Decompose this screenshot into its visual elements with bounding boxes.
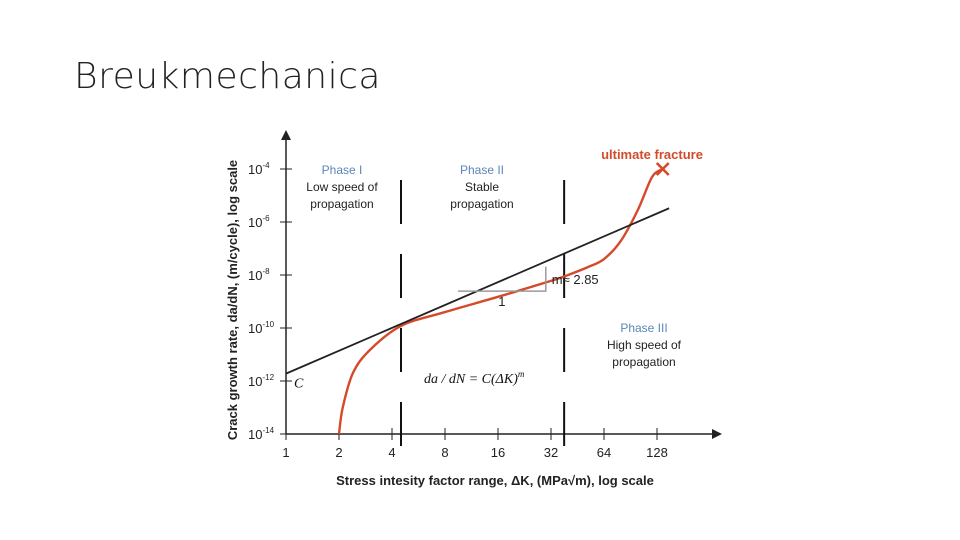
labels: Stress intesity factor range, ΔK, (MPa√m… <box>225 147 703 488</box>
x-axis-arrow <box>712 429 722 439</box>
x-tick-label: 32 <box>544 445 558 460</box>
intercept-label: C <box>294 377 304 392</box>
phase-description: propagation <box>612 355 675 369</box>
y-tick-label: 10-14 <box>248 426 275 442</box>
phase-description: High speed of <box>607 338 682 352</box>
phase-description: Low speed of <box>306 180 378 194</box>
phase-title: Phase II <box>460 163 504 177</box>
slope-run-label: 1 <box>498 294 505 309</box>
slope-triangle <box>458 266 547 292</box>
y-tick-label: 10-10 <box>248 320 275 336</box>
x-axis-title: Stress intesity factor range, ΔK, (MPa√m… <box>336 473 654 488</box>
crack-growth-curve <box>337 167 664 435</box>
y-tick-label: 10-8 <box>248 267 270 283</box>
x-tick-label: 64 <box>597 445 611 460</box>
x-tick-label: 16 <box>491 445 505 460</box>
slope-label: m≈ 2.85 <box>552 272 599 287</box>
ticks: 1 2 4 8 16 32 64 128 10-14 10-12 10-10 10-8 10-6 10-4 <box>248 161 668 460</box>
y-axis-arrow <box>281 130 291 140</box>
slide-title: Breukmechanica <box>74 56 381 97</box>
x-tick-label: 4 <box>388 445 395 460</box>
x-tick-label: 1 <box>282 445 289 460</box>
phase-description: Stable <box>465 180 499 194</box>
y-tick-label: 10-4 <box>248 161 270 177</box>
paris-equation: da / dN = C(ΔK)m <box>424 369 525 387</box>
phase-description: propagation <box>310 197 373 211</box>
ultimate-fracture-label: ultimate fracture <box>601 147 703 162</box>
y-tick-label: 10-12 <box>248 373 275 389</box>
x-tick-label: 128 <box>646 445 668 460</box>
fracture-marker <box>655 162 670 176</box>
y-axis-title: Crack growth rate, da/dN, (m/cycle), log… <box>225 160 240 440</box>
x-tick-label: 8 <box>441 445 448 460</box>
y-tick-label: 10-6 <box>248 214 270 230</box>
phase-description: propagation <box>450 197 513 211</box>
phase-title: Phase III <box>620 321 667 335</box>
series <box>285 162 670 435</box>
axes <box>281 130 722 439</box>
phase-boundaries <box>400 180 566 460</box>
phase-title: Phase I <box>322 163 363 177</box>
x-tick-label: 2 <box>335 445 342 460</box>
